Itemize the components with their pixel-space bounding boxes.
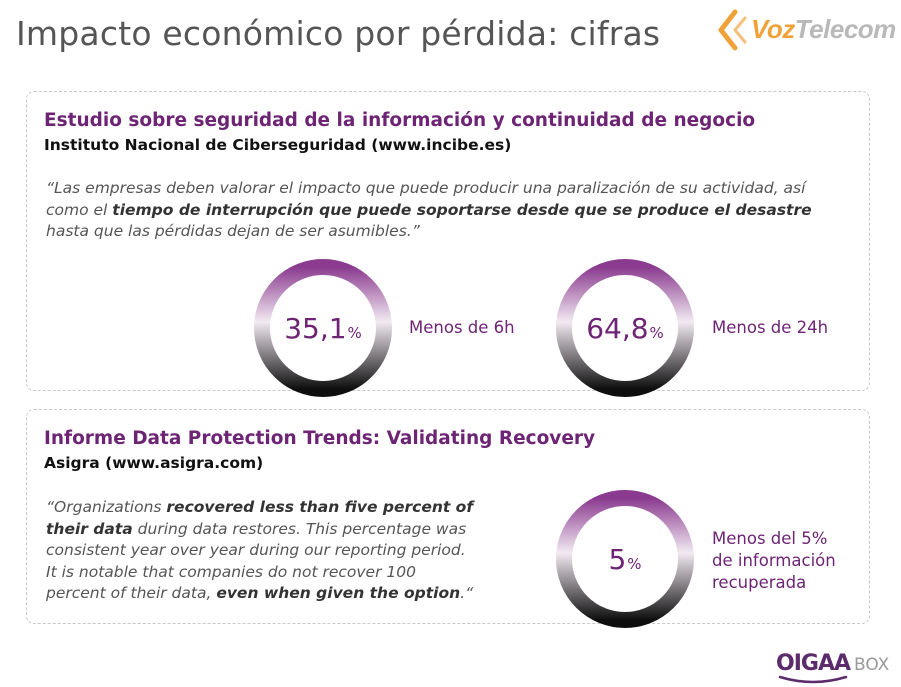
stat-label: Menos de 24h (712, 318, 829, 337)
stat-number: 5 (608, 542, 627, 576)
study2-card: Informe Data Protection Trends: Validati… (26, 409, 870, 628)
study1-card: Estudio sobre seguridad de la informació… (26, 91, 870, 397)
stat-value: 35,1% (253, 258, 393, 398)
stat-unit: % (627, 555, 642, 573)
stat-ring: 35,1% (253, 258, 393, 398)
study1-quote: “Las empresas deben valorar el impacto q… (46, 178, 846, 243)
study2-title: Informe Data Protection Trends: Validati… (44, 428, 596, 449)
study2-source: Asigra (www.asigra.com) (44, 454, 264, 472)
quote-text: .“ (460, 584, 474, 602)
quote-text: hasta que las pérdidas dejan de ser asum… (46, 222, 420, 240)
ring-graphic (556, 490, 694, 628)
oigaabox-logo: OIGAA BOX (776, 651, 896, 685)
stat-value: 64,8% (555, 258, 695, 398)
stat-number: 64,8 (586, 311, 649, 345)
logo-text-voz: Voz (751, 14, 795, 44)
slide-title: Impacto económico por pérdida: cifras (16, 14, 661, 53)
study1-title: Estudio sobre seguridad de la informació… (44, 110, 756, 131)
logo-text-box: BOX (854, 655, 890, 675)
stat-ring: 64,8% (555, 258, 695, 398)
stat-label-line: de información (712, 551, 836, 570)
logo-text-telecom: Telecom (794, 14, 897, 44)
stat-unit: % (649, 324, 664, 342)
voztelecom-chevron-icon (718, 9, 747, 51)
stat-label-line: recuperada (712, 573, 807, 592)
quote-emphasis: recovered less than five percent of thei… (46, 498, 474, 538)
quote-text: “Organizations (46, 498, 167, 516)
stat-ring: 5% (555, 489, 695, 629)
logo-text-oigaa: OIGAA (776, 651, 851, 676)
stat-value: 5% (555, 489, 695, 629)
study2-quote: “Organizations recovered less than five … (46, 497, 476, 605)
study1-source: Instituto Nacional de Ciberseguridad (ww… (44, 136, 512, 154)
stat-label: Menos del 5% de información recuperada (712, 528, 836, 594)
stat-label: Menos de 6h (409, 318, 515, 337)
quote-emphasis: tiempo de interrupción que puede soporta… (112, 200, 812, 219)
stat-number: 35,1 (284, 311, 347, 345)
quote-text: during data restores. This percentage wa… (46, 519, 467, 603)
quote-text: “Las empresas deben valorar el impacto q… (46, 179, 806, 219)
smile-swoosh-icon (778, 675, 848, 684)
ring-graphic (254, 259, 392, 397)
quote-emphasis: even when given the option (216, 584, 461, 602)
stat-unit: % (347, 324, 362, 342)
voztelecom-logo: VozTelecom (713, 8, 897, 52)
ring-graphic (556, 259, 694, 397)
stat-label-line: Menos del 5% (712, 529, 828, 548)
